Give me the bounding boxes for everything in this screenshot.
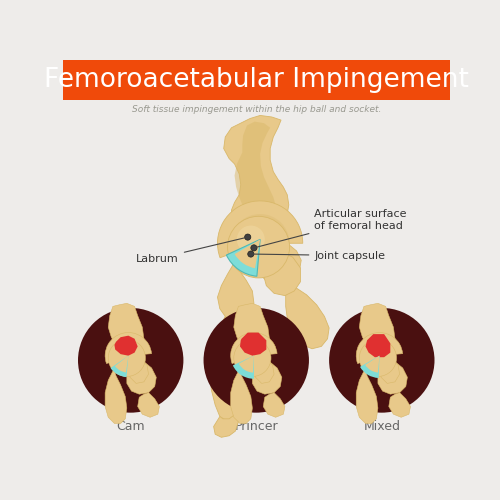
Polygon shape (108, 304, 144, 352)
Polygon shape (218, 265, 254, 320)
Polygon shape (224, 116, 289, 236)
Polygon shape (263, 392, 285, 417)
Polygon shape (216, 318, 233, 344)
Text: Joint capsule: Joint capsule (254, 250, 386, 260)
Wedge shape (239, 356, 254, 372)
Circle shape (360, 340, 397, 376)
Polygon shape (256, 236, 301, 284)
Polygon shape (127, 354, 156, 394)
Text: Princer: Princer (234, 420, 278, 433)
Circle shape (234, 340, 271, 376)
Polygon shape (234, 304, 270, 352)
Wedge shape (360, 356, 380, 378)
Polygon shape (114, 336, 138, 355)
Wedge shape (234, 240, 260, 268)
Polygon shape (130, 359, 148, 384)
Text: Mixed: Mixed (364, 420, 401, 433)
Wedge shape (356, 332, 403, 364)
Wedge shape (115, 356, 128, 372)
Polygon shape (381, 359, 400, 384)
Wedge shape (230, 332, 277, 364)
Circle shape (251, 245, 257, 251)
Circle shape (230, 214, 290, 272)
Circle shape (78, 308, 184, 412)
Polygon shape (360, 304, 395, 352)
Polygon shape (286, 282, 329, 349)
Text: Labrum: Labrum (136, 238, 245, 264)
Polygon shape (366, 334, 390, 357)
Polygon shape (263, 251, 300, 296)
Polygon shape (210, 316, 241, 420)
Polygon shape (252, 354, 282, 394)
Text: Cam: Cam (116, 420, 145, 433)
Polygon shape (378, 354, 408, 394)
Polygon shape (138, 392, 160, 417)
Circle shape (228, 216, 290, 278)
Text: Femoroacetabular Impingement: Femoroacetabular Impingement (44, 67, 469, 93)
Polygon shape (214, 414, 238, 438)
Polygon shape (105, 370, 127, 424)
Polygon shape (389, 392, 410, 417)
Wedge shape (105, 332, 152, 364)
Wedge shape (110, 356, 128, 377)
Polygon shape (256, 359, 274, 384)
Bar (62, 60, 450, 100)
Circle shape (329, 308, 434, 412)
Polygon shape (234, 122, 277, 231)
Circle shape (248, 251, 254, 257)
Wedge shape (226, 240, 260, 276)
Text: Soft tissue impingement within the hip ball and socket.: Soft tissue impingement within the hip b… (132, 105, 381, 114)
Text: Articular surface
of femoral head: Articular surface of femoral head (256, 210, 407, 247)
Polygon shape (356, 370, 378, 424)
Circle shape (108, 340, 146, 376)
Circle shape (204, 308, 309, 412)
Polygon shape (240, 332, 266, 355)
Circle shape (244, 234, 251, 240)
Wedge shape (233, 356, 254, 379)
Polygon shape (230, 370, 252, 424)
Circle shape (237, 226, 265, 254)
Wedge shape (365, 356, 380, 372)
Wedge shape (218, 201, 303, 258)
